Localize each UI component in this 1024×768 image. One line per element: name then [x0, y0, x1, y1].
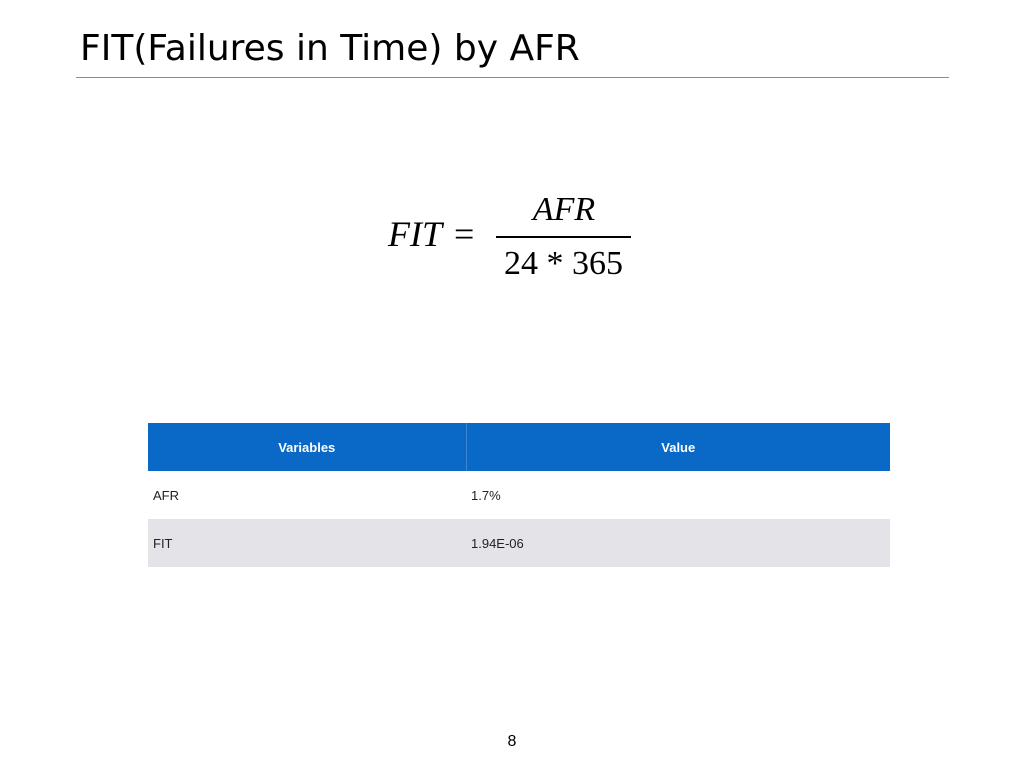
formula-numerator: AFR	[532, 191, 596, 228]
table-cell-variable: FIT	[148, 519, 466, 567]
table-header-row: Variables Value	[148, 423, 890, 471]
fit-formula: FIT = AFR 24 * 365	[388, 190, 638, 285]
page-number: 8	[507, 733, 517, 750]
table-row: FIT 1.94E-06	[148, 519, 890, 567]
header-value: Value	[465, 423, 890, 471]
formula-denominator: 24 * 365	[504, 245, 623, 282]
title-divider	[76, 77, 949, 78]
slide-title: FIT(Failures in Time) by AFR	[80, 28, 580, 69]
variables-table: Variables Value AFR 1.7% FIT 1.94E-06	[148, 423, 890, 567]
table-cell-value: 1.94E-06	[466, 519, 890, 567]
table-cell-value: 1.7%	[466, 471, 890, 519]
table-cell-variable: AFR	[148, 471, 466, 519]
table-row: AFR 1.7%	[148, 471, 890, 519]
formula-equals-sign: =	[454, 214, 475, 254]
formula-lhs: FIT	[388, 214, 442, 254]
header-variables: Variables	[148, 423, 466, 471]
formula-fraction-bar	[496, 236, 631, 238]
